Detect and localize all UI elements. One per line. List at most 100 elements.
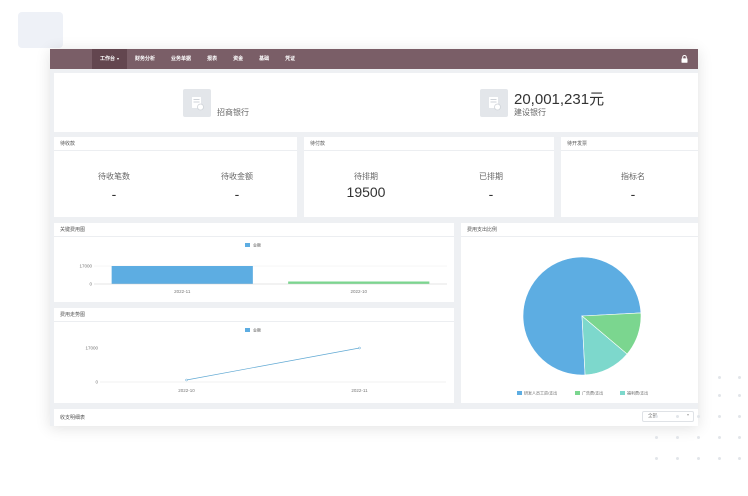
stat-value: -	[111, 186, 117, 202]
decorative-dot	[697, 457, 700, 460]
card-header: 费用支出比例	[461, 223, 698, 237]
decorative-dot	[738, 436, 741, 439]
chart-title: 关键费用图	[60, 227, 86, 233]
legend-swatch	[620, 391, 625, 395]
data-point	[358, 346, 361, 350]
nav-item-label: 基础	[259, 56, 270, 62]
decorative-dot	[676, 436, 679, 439]
decorative-dot	[655, 436, 658, 439]
invoice-card: 待开发票 指标名 -	[561, 137, 698, 217]
bar-chart: 金额 17000 0 2022-11 2022-10	[79, 242, 447, 294]
legend-label: 研发人员工资/支出	[524, 390, 557, 396]
x-tick-label: 2022-10	[350, 289, 367, 294]
stat-label: 待收金额	[221, 172, 253, 181]
decorative-dot	[738, 394, 741, 397]
decorative-dot	[718, 394, 721, 397]
y-tick-label: 0	[89, 282, 92, 287]
x-tick-label: 2022-10	[178, 388, 195, 393]
bank-balance-ccb: 20,001,231元	[514, 91, 605, 108]
line-chart: 金额 17000 0 2022-10 2022-11	[85, 327, 446, 393]
legend-label: 福利费/支出	[627, 390, 648, 396]
nav-item-label: 工作台	[100, 56, 116, 62]
bar-chart-card: 关键费用图 金额 17000 0 2022-11 2022-10	[54, 223, 454, 302]
bank-name-ccb: 建设银行	[514, 108, 546, 117]
decorative-dot	[718, 415, 721, 418]
data-point	[185, 378, 188, 382]
stat-label: 待排期	[354, 172, 378, 181]
x-tick-label: 2022-11	[351, 388, 368, 393]
card-title: 待收款	[60, 141, 76, 147]
card-title: 待开发票	[567, 141, 588, 147]
card-header: 待收款	[54, 137, 297, 151]
pie-chart: 研发人员工资/支出 广告费/支出 福利费/支出	[517, 256, 648, 396]
legend-label: 金额	[253, 327, 261, 333]
line-chart-card: 费用走势图 金额 17000 0 2022-10 2022-11	[54, 308, 454, 403]
nav-item-vouchers[interactable]: 凭证	[277, 49, 303, 69]
card-header: 待付款	[304, 137, 554, 151]
nav-item-finance-analysis[interactable]: 财务分析	[127, 49, 163, 69]
nav-item-business-docs[interactable]: 业务单据	[163, 49, 199, 69]
nav-item-basics[interactable]: 基础	[251, 49, 277, 69]
decorative-dot	[655, 457, 658, 460]
decorative-dot	[655, 415, 658, 418]
bank-doc-icon	[480, 89, 508, 117]
lock-icon[interactable]	[681, 55, 688, 63]
nav-item-label: 报表	[207, 56, 218, 62]
payable-card: 待付款 待排期 19500 已排期 -	[304, 137, 554, 217]
legend-label: 金额	[253, 242, 261, 248]
legend-swatch	[245, 328, 250, 332]
legend-label: 广告费/支出	[582, 390, 603, 396]
ledger-filter-select[interactable]: 全部 ▾	[642, 411, 694, 422]
stat-value: -	[630, 186, 636, 202]
decorative-dot	[676, 415, 679, 418]
decorative-dot	[718, 436, 721, 439]
stat-label: 待收笔数	[98, 172, 130, 181]
decorative-dot	[676, 457, 679, 460]
series-line	[186, 347, 360, 381]
decorative-dot	[718, 376, 721, 379]
card-header: 关键费用图	[54, 223, 454, 237]
bank-doc-icon	[183, 89, 211, 117]
select-value: 全部	[648, 413, 657, 418]
stat-label: 已排期	[479, 172, 503, 181]
bank-accounts-card: 招商银行 20,001,231元 建设银行	[54, 73, 698, 132]
legend-swatch	[245, 243, 250, 247]
top-navbar: 工作台 ▾ 财务分析 业务单据 报表 资金 基础 凭证	[50, 49, 698, 69]
decorative-dot	[738, 457, 741, 460]
legend-swatch	[517, 391, 522, 395]
y-tick-label: 17000	[85, 346, 98, 351]
nav-menu: 工作台 ▾ 财务分析 业务单据 报表 资金 基础 凭证	[92, 49, 303, 69]
nav-item-label: 财务分析	[135, 56, 156, 62]
chevron-down-icon: ▾	[117, 56, 120, 61]
nav-item-label: 凭证	[285, 56, 296, 62]
pie-slice	[581, 315, 628, 376]
receivable-card: 待收款 待收笔数 - 待收金额 -	[54, 137, 297, 217]
legend-swatch	[575, 391, 580, 395]
nav-item-label: 业务单据	[171, 56, 192, 62]
stat-value: -	[488, 186, 494, 202]
pie-chart-card: 费用支出比例 研发人员工资/支出 广告费/支出 福利费/支出	[461, 223, 698, 403]
nav-item-workbench[interactable]: 工作台 ▾	[92, 49, 128, 69]
nav-item-funds[interactable]: 资金	[225, 49, 251, 69]
decorative-dot	[738, 376, 741, 379]
nav-item-reports[interactable]: 报表	[199, 49, 225, 69]
y-tick-label: 0	[95, 380, 98, 385]
ledger-card: 收支明细表 全部 ▾	[54, 409, 698, 426]
bar	[288, 281, 430, 284]
bank-name-cmb: 招商银行	[217, 108, 249, 117]
chart-title: 费用走势图	[60, 312, 86, 318]
dashboard-window: 工作台 ▾ 财务分析 业务单据 报表 资金 基础 凭证 招商银行	[50, 49, 698, 426]
decorative-dot	[697, 415, 700, 418]
card-title: 待付款	[310, 141, 326, 147]
stat-value: 19500	[346, 184, 386, 200]
bar	[111, 266, 253, 284]
y-tick-label: 17000	[79, 264, 92, 269]
nav-item-label: 资金	[233, 56, 244, 62]
decorative-dot	[697, 436, 700, 439]
stat-value: -	[234, 186, 240, 202]
x-tick-label: 2022-11	[174, 289, 191, 294]
decorative-dot	[738, 415, 741, 418]
stat-label: 指标名	[621, 172, 645, 181]
card-header: 待开发票	[561, 137, 698, 151]
chevron-down-icon: ▾	[686, 412, 689, 417]
